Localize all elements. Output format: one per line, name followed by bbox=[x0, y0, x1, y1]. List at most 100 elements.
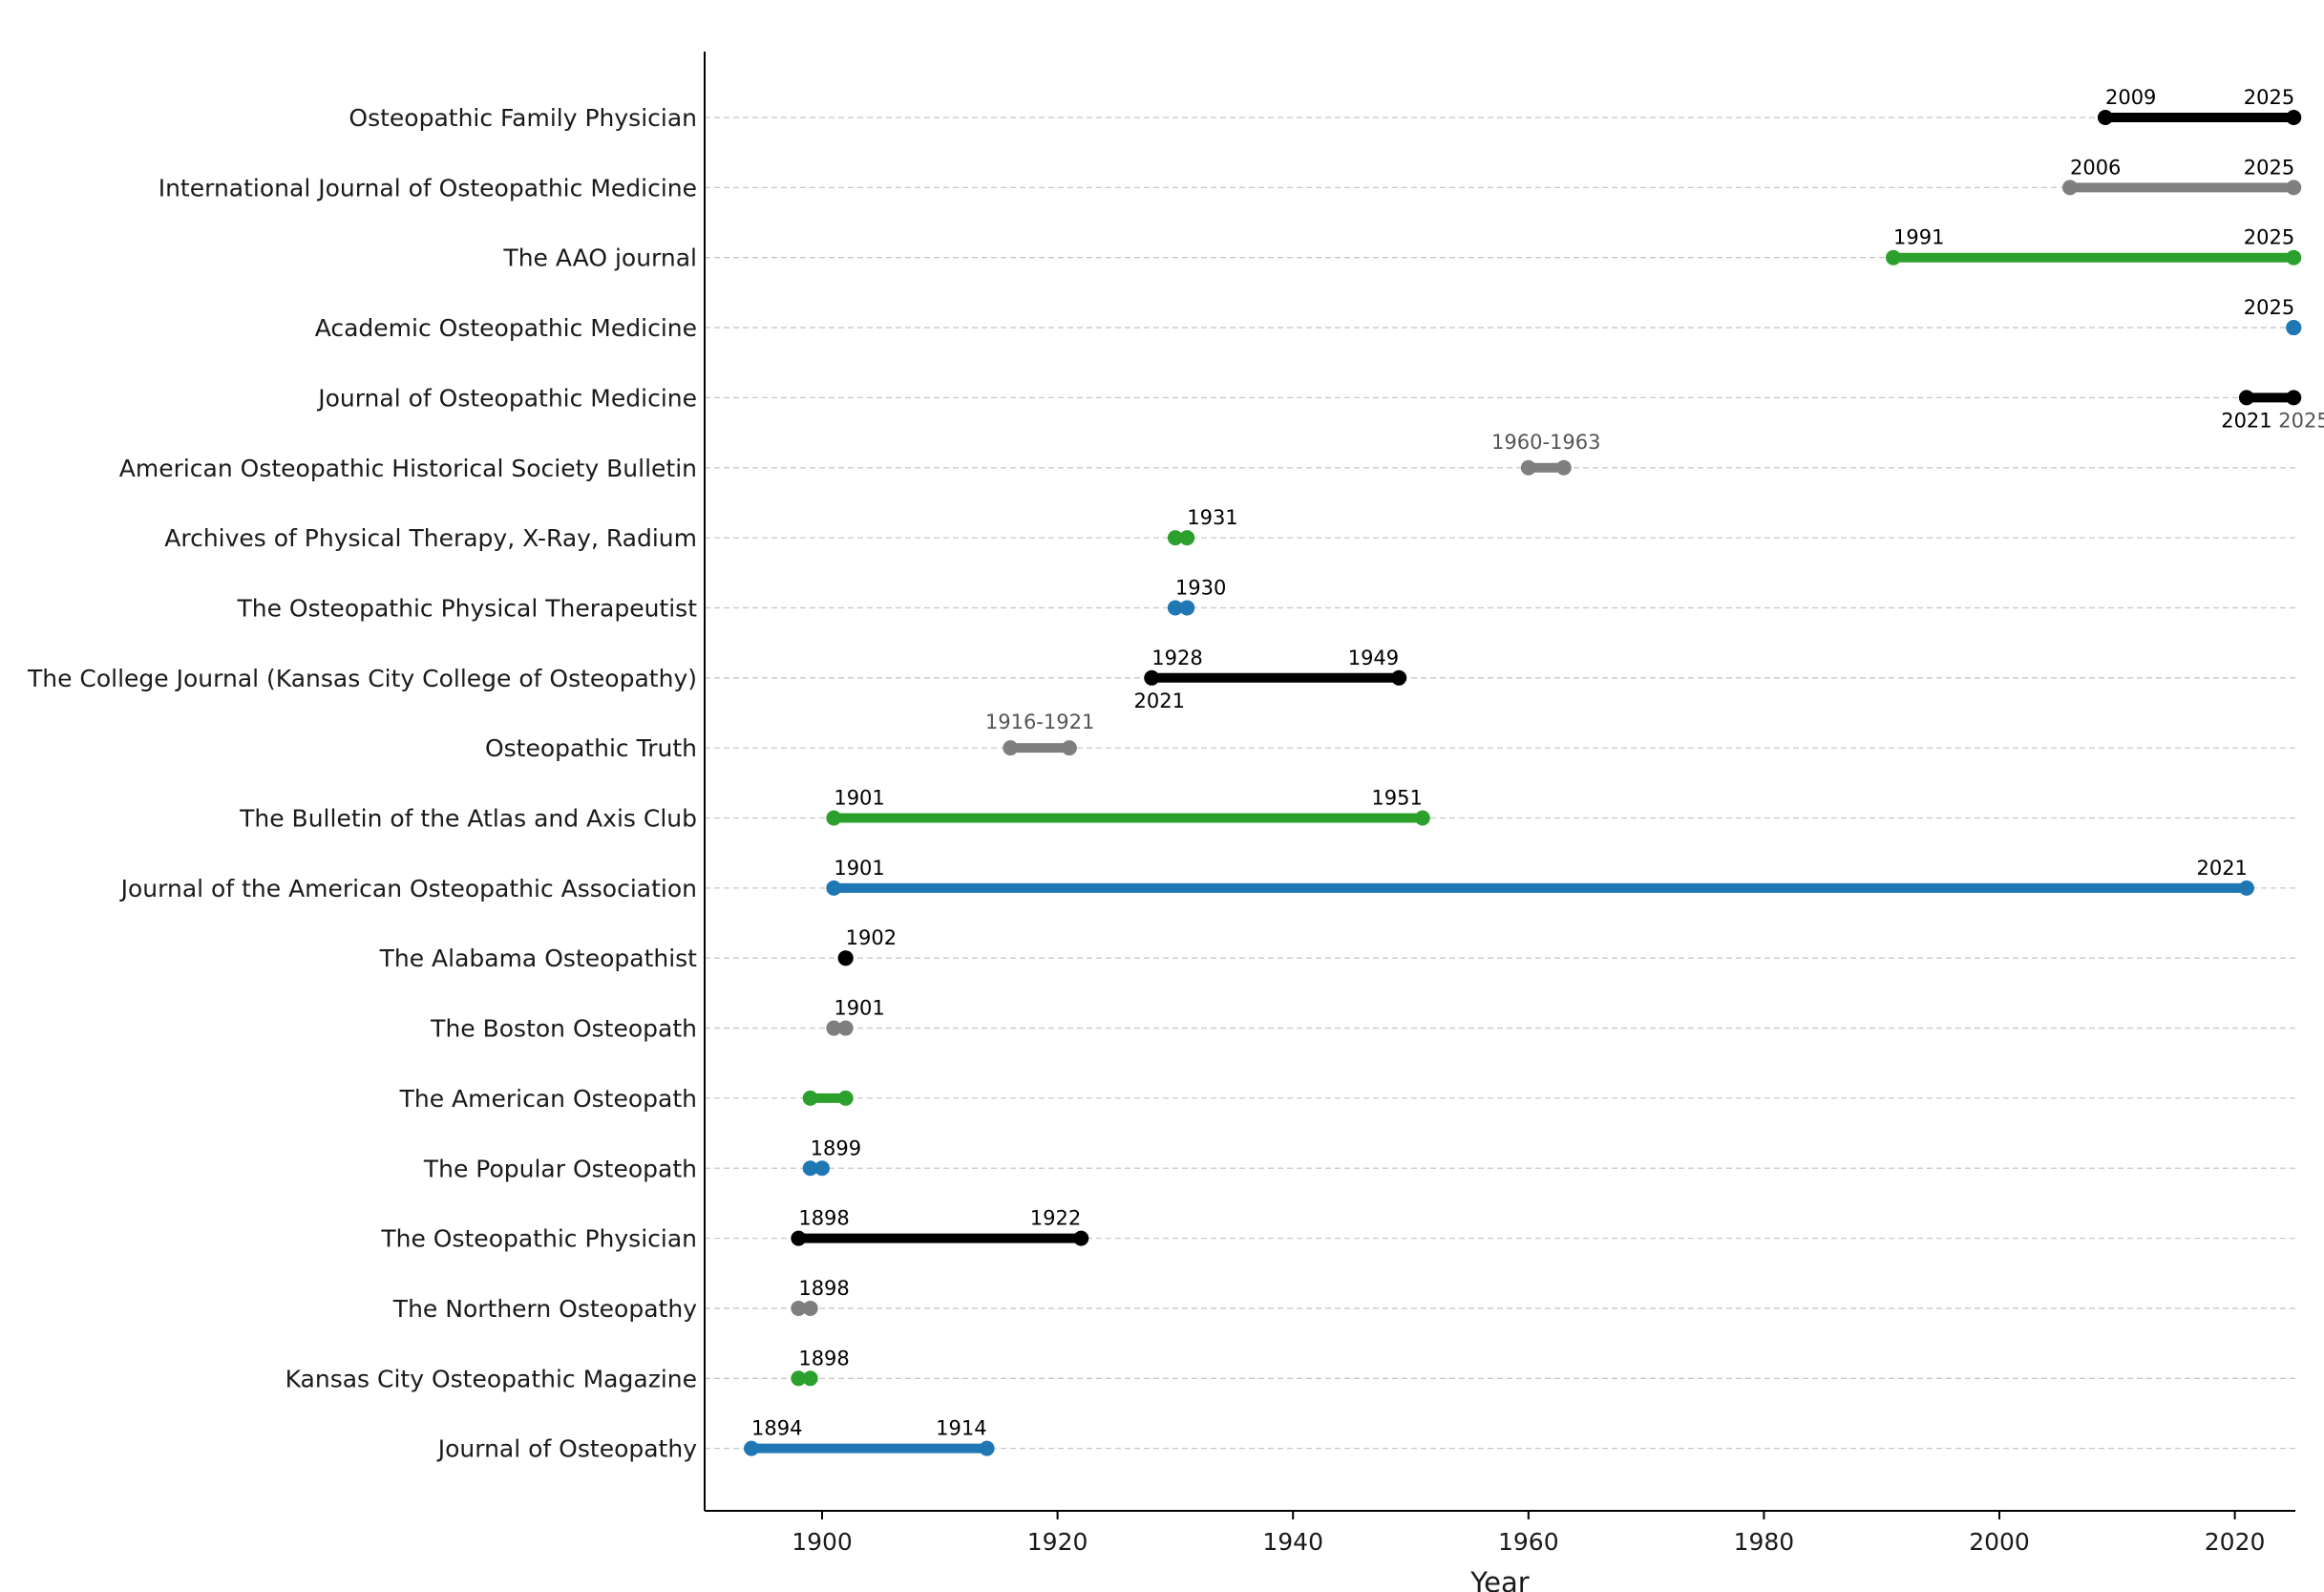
start-marker bbox=[826, 810, 842, 826]
end-marker bbox=[1414, 810, 1430, 826]
series-bars: 2009 2025 2006 2025 1991 2025 2025 2021 2025 1960… bbox=[744, 86, 2324, 1456]
year-label: 1991 bbox=[1893, 226, 1944, 249]
end-marker bbox=[2238, 880, 2254, 896]
end-marker bbox=[837, 1020, 854, 1036]
end-marker bbox=[2286, 320, 2302, 336]
start-marker bbox=[826, 880, 842, 896]
end-marker bbox=[2286, 249, 2302, 265]
x-axis-ticks: 1900 1920 1940 1960 1980 2000 2020 bbox=[792, 1511, 2265, 1556]
category-label-american-osteopathic-historical-society-bulletin: American Osteopathic Historical Society … bbox=[119, 455, 697, 482]
year-label: 2025 bbox=[2244, 296, 2294, 319]
series-row-kansas-city-osteopathic-magazine: 1898 bbox=[791, 1347, 850, 1387]
end-marker bbox=[802, 1370, 818, 1387]
year-label: 2021 bbox=[1134, 690, 1185, 712]
series-row-academic-osteopathic-medicine: 2025 bbox=[2244, 296, 2302, 336]
category-label-the-osteopathic-physical-therapeutist: The Osteopathic Physical Therapeutist bbox=[236, 594, 697, 622]
end-marker bbox=[1555, 459, 1572, 476]
year-label: 1902 bbox=[846, 926, 897, 949]
category-label-journal-of-osteopathic-medicine: Journal of Osteopathic Medicine bbox=[316, 384, 697, 412]
start-marker bbox=[791, 1230, 807, 1246]
series-row-journal-of-the-american-osteopathic-association: 1901 2021 bbox=[826, 857, 2254, 896]
category-label-osteopathic-family-physician: Osteopathic Family Physician bbox=[349, 104, 697, 132]
year-label: 1901 bbox=[834, 997, 884, 1020]
category-label-journal-of-the-american-osteopathic-association: Journal of the American Osteopathic Asso… bbox=[119, 875, 697, 902]
series-row-the-bulletin-of-the-atlas-and-axis-club: 1901 1951 bbox=[826, 787, 1430, 826]
category-label-the-college-journal-kansas-city-college-of-osteopathy: The College Journal (Kansas City College… bbox=[27, 665, 697, 692]
series-row-archives-of-physical-therapy-x-ray-radium: 1931 bbox=[1167, 506, 1238, 546]
series-row-journal-of-osteopathy: 1894 1914 bbox=[744, 1417, 995, 1456]
series-row-journal-of-osteopathic-medicine: 2021 2025 bbox=[2221, 390, 2324, 432]
year-label: 1899 bbox=[811, 1136, 861, 1159]
series-row-the-college-journal-kansas-city-college-of-osteopathy: 1928 1949 2021 bbox=[1134, 647, 1407, 712]
end-marker bbox=[1391, 669, 1407, 686]
end-marker bbox=[2286, 180, 2302, 196]
year-label: 1901 bbox=[834, 857, 884, 880]
year-label: 1914 bbox=[936, 1417, 986, 1440]
start-marker bbox=[802, 1160, 818, 1177]
start-marker bbox=[791, 1300, 807, 1316]
start-marker bbox=[1144, 669, 1160, 686]
year-label: 2009 bbox=[2105, 86, 2156, 109]
end-marker bbox=[979, 1440, 995, 1456]
series-row-the-boston-osteopath: 1901 bbox=[826, 997, 885, 1036]
start-marker bbox=[1003, 740, 1019, 756]
year-label: 1951 bbox=[1371, 787, 1422, 810]
year-label: 1898 bbox=[798, 1277, 849, 1300]
start-marker bbox=[1886, 249, 1902, 265]
category-label-the-northern-osteopathy: The Northern Osteopathy bbox=[392, 1295, 697, 1323]
x-axis-title: Year bbox=[1469, 1566, 1529, 1592]
category-label-the-boston-osteopath: The Boston Osteopath bbox=[430, 1015, 697, 1043]
grid-lines bbox=[705, 117, 2295, 1450]
series-row-osteopathic-truth: 1916-1921 bbox=[985, 711, 1094, 756]
category-label-journal-of-osteopathy: Journal of Osteopathy bbox=[436, 1435, 697, 1463]
end-marker bbox=[1179, 600, 1195, 616]
year-label: 1898 bbox=[798, 1207, 849, 1230]
x-tick-label: 2020 bbox=[2205, 1528, 2266, 1556]
start-marker bbox=[1167, 530, 1183, 546]
year-label: 1901 bbox=[834, 787, 884, 810]
end-marker bbox=[1061, 740, 1077, 756]
year-label: 2025 bbox=[2278, 409, 2324, 432]
start-marker bbox=[2238, 390, 2254, 406]
year-label: 1922 bbox=[1030, 1207, 1081, 1230]
start-marker bbox=[1167, 600, 1183, 616]
year-label: 1894 bbox=[751, 1417, 802, 1440]
series-row-the-alabama-osteopathist: 1902 bbox=[837, 926, 897, 966]
x-tick-label: 1940 bbox=[1262, 1528, 1323, 1556]
series-row-the-american-osteopath bbox=[802, 1090, 854, 1106]
year-label: 1930 bbox=[1175, 576, 1226, 599]
year-label: 2025 bbox=[2244, 86, 2294, 109]
x-tick-label: 2000 bbox=[1969, 1528, 2030, 1556]
end-marker bbox=[814, 1160, 830, 1177]
start-marker bbox=[791, 1370, 807, 1387]
category-label-the-aao-journal: The AAO journal bbox=[502, 244, 697, 272]
series-row-the-osteopathic-physical-therapeutist: 1930 bbox=[1167, 576, 1226, 616]
series-row-the-popular-osteopath: 1899 bbox=[802, 1136, 861, 1177]
series-row-international-journal-of-osteopathic-medicine: 2006 2025 bbox=[2061, 156, 2302, 196]
category-labels: Osteopathic Family Physician Internationa… bbox=[27, 104, 697, 1463]
category-label-international-journal-of-osteopathic-medicine: International Journal of Osteopathic Med… bbox=[158, 174, 697, 202]
year-label: 1898 bbox=[798, 1347, 849, 1369]
year-label: 2025 bbox=[2244, 226, 2294, 249]
year-label: 2025 bbox=[2244, 156, 2294, 179]
category-label-the-popular-osteopath: The Popular Osteopath bbox=[423, 1155, 697, 1182]
category-label-the-american-osteopath: The American Osteopath bbox=[399, 1085, 697, 1113]
category-label-kansas-city-osteopathic-magazine: Kansas City Osteopathic Magazine bbox=[285, 1365, 697, 1392]
x-tick-label: 1980 bbox=[1734, 1528, 1795, 1556]
year-label: 2006 bbox=[2070, 156, 2121, 179]
x-tick-label: 1960 bbox=[1498, 1528, 1559, 1556]
series-row-osteopathic-family-physician: 2009 2025 bbox=[2097, 86, 2302, 125]
start-marker bbox=[1520, 459, 1536, 476]
year-label: 2021 bbox=[2196, 857, 2247, 880]
year-label: 1916-1921 bbox=[985, 711, 1094, 733]
year-label: 1931 bbox=[1187, 506, 1237, 529]
start-marker bbox=[2097, 110, 2113, 125]
end-marker bbox=[2286, 110, 2302, 125]
end-marker bbox=[837, 1090, 854, 1106]
year-label: 2021 bbox=[2221, 409, 2271, 432]
start-marker bbox=[744, 1440, 760, 1456]
end-marker bbox=[1179, 530, 1195, 546]
series-row-the-osteopathic-physician: 1898 1922 bbox=[791, 1207, 1089, 1246]
start-marker bbox=[2061, 180, 2078, 196]
